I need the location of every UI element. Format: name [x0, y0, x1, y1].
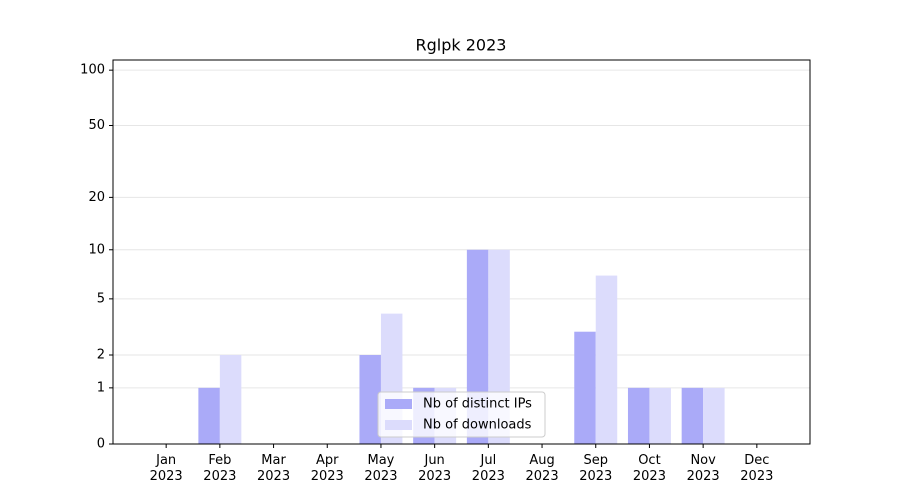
bar	[681, 387, 704, 444]
bar	[574, 331, 596, 444]
y-tick-label: 10	[88, 242, 105, 257]
bar	[649, 387, 671, 444]
legend-swatch	[385, 420, 412, 430]
y-tick-label: 2	[97, 348, 105, 363]
legend: Nb of distinct IPs Nb of downloads	[377, 391, 546, 438]
x-tick-label: Apr 2023	[310, 453, 344, 484]
x-tick-label: Jan 2023	[149, 453, 183, 484]
y-tick-label: 5	[97, 291, 105, 306]
bar	[219, 355, 242, 444]
x-tick-label: Jul 2023	[471, 453, 505, 484]
bar	[627, 387, 650, 444]
x-tick-label: Sep 2023	[579, 453, 613, 484]
x-tick-label: Mar 2023	[257, 453, 291, 484]
bar	[359, 355, 381, 444]
x-tick-label: Aug 2023	[525, 453, 559, 484]
legend-swatch	[385, 399, 412, 409]
legend-label: Nb of downloads	[423, 418, 532, 433]
x-tick-label: Nov 2023	[686, 453, 720, 484]
y-tick-label: 100	[80, 63, 105, 78]
x-tick-label: Feb 2023	[203, 453, 237, 484]
y-tick-label: 1	[97, 380, 105, 395]
x-tick-label: Dec 2023	[740, 453, 774, 484]
x-tick-label: Oct 2023	[632, 453, 666, 484]
plot-frame	[112, 59, 811, 445]
y-tick-label: 0	[97, 437, 105, 452]
legend-box	[377, 391, 546, 438]
bar	[703, 387, 725, 444]
x-tick-label: May 2023	[364, 453, 398, 484]
x-tick-label: Jun 2023	[418, 453, 452, 484]
chart-title: Rglpk 2023	[416, 36, 507, 55]
bar	[198, 387, 220, 444]
bar	[595, 275, 618, 444]
y-tick-label: 50	[88, 118, 105, 133]
y-tick-label: 20	[88, 190, 105, 205]
legend-label: Nb of distinct IPs	[423, 397, 532, 412]
